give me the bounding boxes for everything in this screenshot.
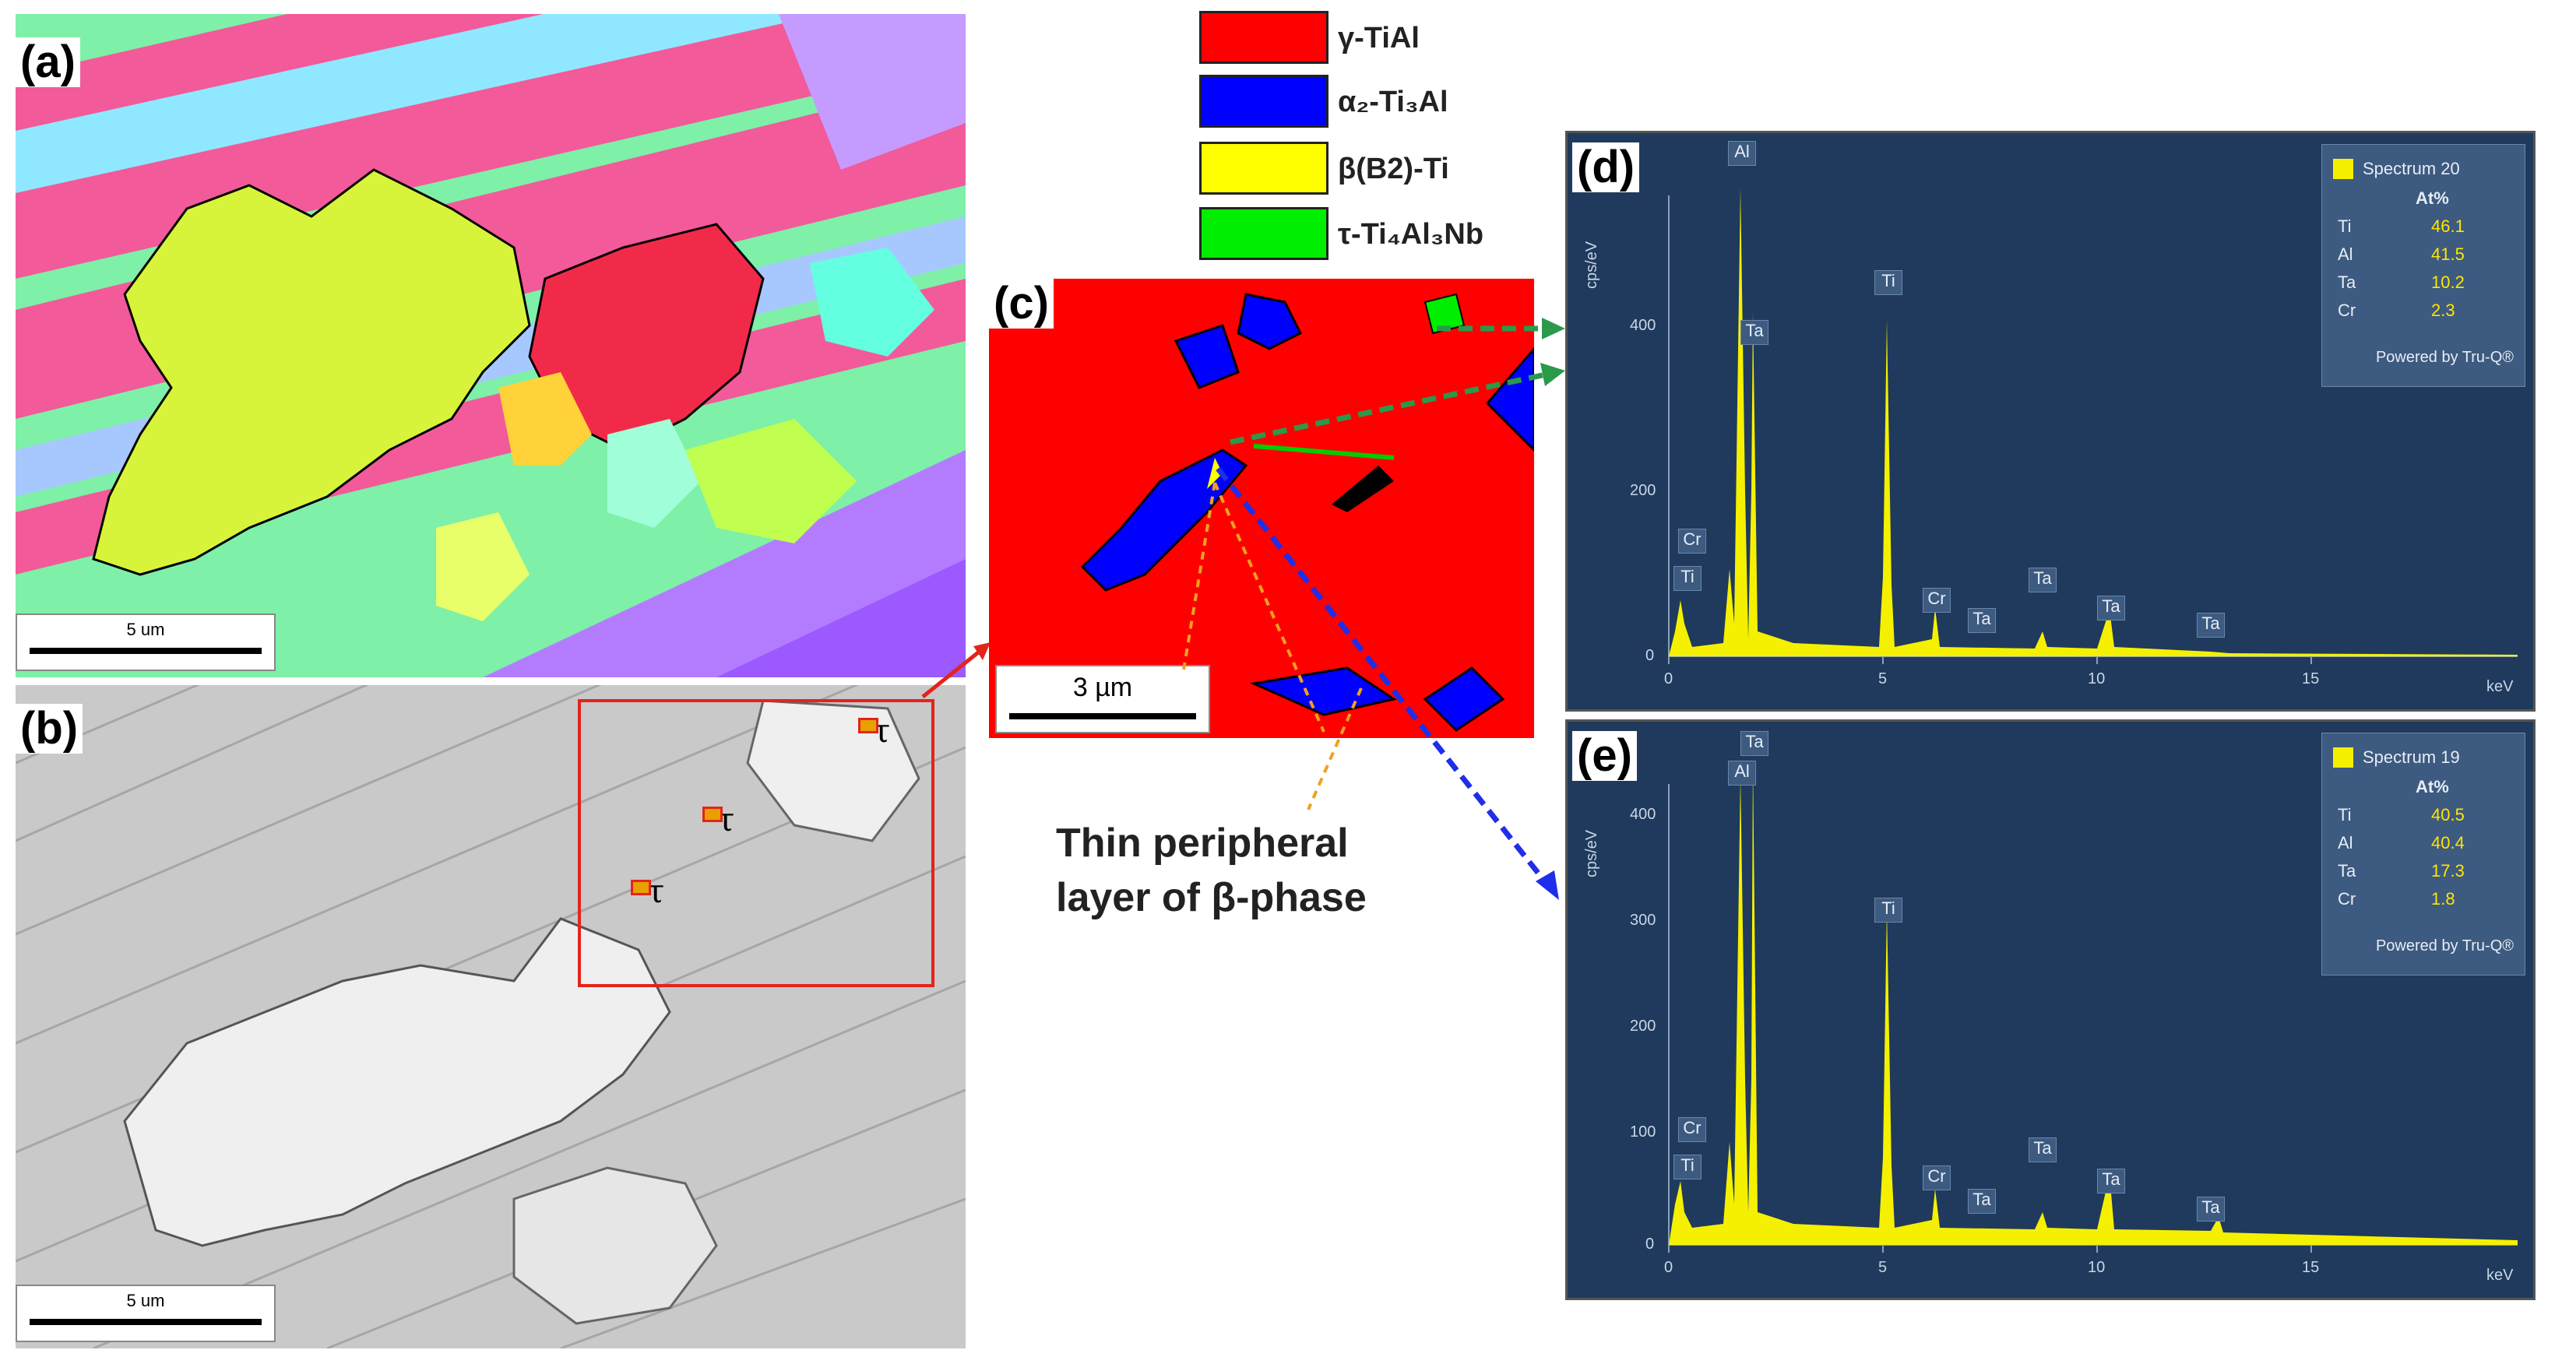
peak-label: Ta [1968, 1189, 1996, 1214]
panel-b-scale-line [30, 1319, 262, 1325]
composition-row: Ti 46.1 [2338, 216, 2465, 236]
peak-label: Ti [1673, 566, 1701, 591]
panel-a: (a) 5 um [16, 0, 966, 677]
powered-by: Powered by Tru-Q® [2375, 349, 2514, 366]
peak-label: Ti [1874, 898, 1902, 923]
legend-swatch-beta [1199, 142, 1328, 195]
panel-a-scalebar: 5 um [16, 613, 276, 671]
peak-label: Ta [2197, 1197, 2225, 1222]
zoom-arrow [921, 642, 991, 698]
caption-line-1: Thin peripheral [1056, 821, 1349, 866]
at-percent-header: At% [2416, 777, 2449, 796]
ipf-map [16, 0, 966, 677]
composition-box: Spectrum 20 At% Ti 46.1 Al 41.5 Ta 10.2 Cr 2… [2321, 144, 2525, 387]
composition-color-swatch [2333, 747, 2353, 768]
x-axis-unit: keV [2486, 1267, 2514, 1284]
panel-b-scale-text: 5 um [126, 1291, 165, 1310]
legend-swatch-tau [1199, 207, 1328, 260]
annotation-arrows [1182, 318, 1565, 900]
peak-label: Ta [1740, 320, 1768, 345]
bse-image [15, 528, 966, 1350]
legend-label-gamma: γ-TiAl [1338, 22, 1420, 54]
panel-e: (e) cps/eV 400 300 200 100 0 0 5 10 15 k… [1565, 719, 2536, 1300]
panel-b: (b) τ τ τ 5 um [15, 528, 966, 1350]
y-tick: 200 [1630, 482, 1656, 499]
phase-map [989, 279, 1536, 738]
spectrum-title: Spectrum 20 [2363, 159, 2460, 178]
y-tick: 300 [1630, 912, 1656, 929]
peak-label: Ta [2097, 596, 2125, 620]
powered-by: Powered by Tru-Q® [2375, 937, 2514, 954]
panel-a-scale-text: 5 um [126, 620, 165, 639]
peak-label: Ta [2029, 1137, 2057, 1162]
peak-label: Ta [1968, 608, 1996, 633]
y-tick: 400 [1630, 317, 1656, 334]
panel-b-label: (b) [16, 704, 83, 754]
at-percent-header: At% [2416, 188, 2449, 208]
composition-row: Ti 40.5 [2338, 805, 2465, 824]
x-tick: 0 [1664, 670, 1673, 687]
composition-row: Cr 2.3 [2338, 301, 2455, 320]
peak-label: Cr [1923, 588, 1951, 613]
peak-label: Cr [1678, 1117, 1706, 1142]
peak-label: Cr [1678, 529, 1706, 554]
peak-label: Al [1728, 141, 1756, 166]
panel-c-scalebar: 3 µm [995, 665, 1210, 733]
tau-dot [631, 880, 651, 895]
x-axis-unit: keV [2486, 678, 2514, 695]
panel-b-scalebar: 5 um [16, 1285, 276, 1342]
caption-line-2: layer of β-phase [1056, 875, 1367, 920]
x-tick: 10 [2088, 1259, 2106, 1276]
eds-spectrum-e [1668, 761, 2518, 1253]
peak-label: Ta [1740, 731, 1768, 756]
tau-dot [702, 807, 723, 822]
peak-label: Al [1728, 761, 1756, 786]
panel-d-label: (d) [1572, 142, 1640, 192]
tau-dot [858, 718, 878, 733]
x-tick: 15 [2302, 1259, 2320, 1276]
peak-label: Ta [2097, 1169, 2125, 1194]
x-tick: 5 [1878, 1259, 1888, 1276]
x-tick: 10 [2088, 670, 2106, 687]
peak-label: Ta [2197, 613, 2225, 638]
peak-label: Cr [1923, 1165, 1951, 1190]
composition-row: Ta 10.2 [2338, 272, 2465, 292]
peak-label: Ta [2029, 568, 2057, 592]
x-tick: 0 [1664, 1259, 1673, 1276]
composition-box: Spectrum 19 At% Ti 40.5 Al 40.4 Ta 17.3 Cr 1… [2321, 733, 2525, 976]
peak-label: Ti [1673, 1155, 1701, 1179]
phase-legend: γ-TiAl α₂-Ti₃Al β(B2)-Ti τ-Ti₄Al₃Nb [1199, 0, 1526, 272]
y-tick: 200 [1630, 1018, 1656, 1035]
legend-label-tau: τ-Ti₄Al₃Nb [1338, 218, 1484, 251]
legend-label-alpha2: α₂-Ti₃Al [1338, 86, 1448, 118]
y-tick: 0 [1645, 1236, 1655, 1253]
composition-row: Al 41.5 [2338, 244, 2465, 264]
composition-row: Ta 17.3 [2338, 861, 2465, 881]
panel-a-label: (a) [16, 37, 80, 87]
legend-swatch-alpha2 [1199, 75, 1328, 128]
y-tick: 100 [1630, 1123, 1656, 1141]
zoom-region-box [578, 699, 934, 987]
composition-color-swatch [2333, 159, 2353, 179]
panel-c-scale-line [1009, 713, 1196, 719]
panel-c-label: (c) [989, 279, 1054, 329]
y-tick: 0 [1645, 647, 1655, 664]
panel-d: (d) cps/eV 400 200 0 0 5 10 15 keV Al Ta… [1565, 131, 2536, 712]
peak-label: Ti [1874, 270, 1902, 295]
panel-a-scale-line [30, 648, 262, 654]
legend-label-beta: β(B2)-Ti [1338, 153, 1449, 185]
legend-swatch-gamma [1199, 11, 1328, 64]
composition-row: Cr 1.8 [2338, 889, 2455, 909]
panel-e-label: (e) [1572, 731, 1637, 781]
x-tick: 5 [1878, 670, 1888, 687]
eds-spectrum-d [1668, 188, 2518, 664]
beta-layer-caption: Thin peripheral layer of β-phase [1056, 816, 1367, 925]
spectrum-title: Spectrum 19 [2363, 747, 2460, 767]
x-tick: 15 [2302, 670, 2320, 687]
y-tick: 400 [1630, 806, 1656, 823]
panel-c: (c) 3 µm [989, 279, 1536, 738]
panel-c-scale-text: 3 µm [1072, 673, 1133, 702]
composition-row: Al 40.4 [2338, 833, 2465, 852]
